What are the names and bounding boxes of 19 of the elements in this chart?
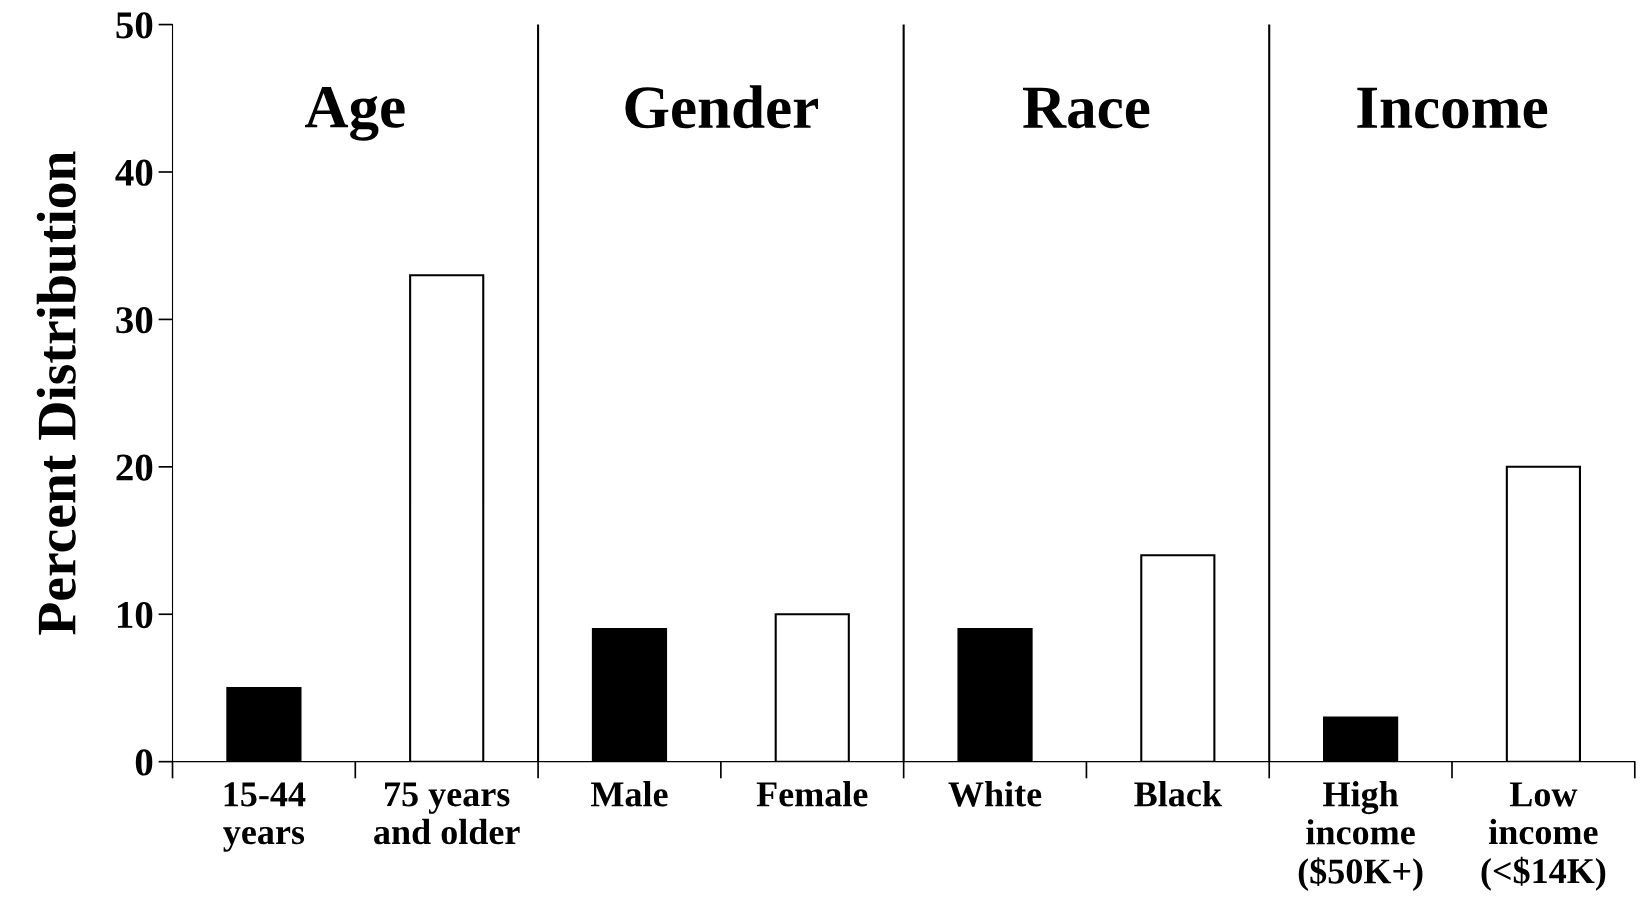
y-tick-label: 30 (116, 307, 153, 334)
annotation: Income (1357, 87, 1548, 129)
x-tick-label: Male (590, 781, 668, 807)
x-tick-label: 75 years and older (374, 782, 520, 845)
x-tick-label: Low income (<$14K) (1481, 782, 1606, 891)
x-tick-label: 15-44 years (223, 782, 306, 852)
annotation: Race (1023, 87, 1150, 129)
x-tick-label: High income ($50K+) (1298, 781, 1423, 891)
y-tick-label: 10 (117, 601, 153, 629)
x-tick-label: Female (756, 781, 868, 807)
y-tick-label: 0 (135, 749, 153, 776)
x-tick-label: White (948, 781, 1042, 807)
y-tick-label: 40 (115, 159, 153, 186)
annotation: Age (304, 86, 405, 141)
x-tick-label: Black (1134, 781, 1222, 807)
y-tick-label: 50 (116, 12, 153, 39)
y-axis-title: Percent Distribution (36, 151, 76, 635)
annotation: Gender (625, 85, 818, 129)
y-tick-label: 20 (116, 454, 153, 481)
